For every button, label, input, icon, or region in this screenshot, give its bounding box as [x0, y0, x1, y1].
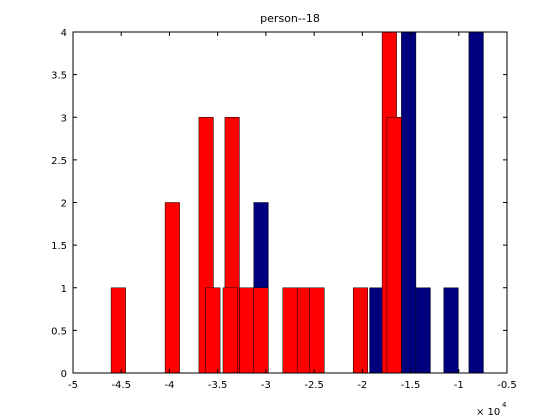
y-tick-label-0: 0 — [61, 369, 67, 380]
bar-series-1-13 — [386, 117, 402, 374]
bar-series-1-3 — [205, 287, 221, 374]
y-tick-label-8: 4 — [61, 28, 67, 39]
ticks-layer: -5 -4.5 -4 -3.5 -3 -2.5 -2 -1.5 -1 -0.5 0 0.5 1 1.5 2 2… — [51, 28, 517, 391]
x-tick-label-7: -1.5 — [401, 380, 421, 391]
bar-series-1-11 — [352, 287, 368, 374]
bar-series-0-4 — [415, 287, 431, 374]
bar-series-1-0 — [110, 287, 126, 374]
y-tick-label-2: 1 — [61, 284, 67, 295]
x-tick-label-6: -2 — [357, 380, 367, 391]
bar-series-1-7 — [253, 287, 269, 374]
y-tick-label-6: 3 — [61, 113, 67, 124]
y-tick-label-4: 2 — [61, 199, 67, 210]
bar-series-1-8 — [282, 287, 298, 374]
y-tick-label-5: 2.5 — [51, 156, 67, 167]
bar-series-1-5 — [222, 287, 238, 374]
bar-series-1-9 — [296, 287, 312, 374]
bar-series-1-6 — [239, 287, 255, 374]
x-exponent-power: 4 — [502, 401, 507, 409]
y-tick-label-3: 1.5 — [51, 241, 67, 252]
bar-series-1-10 — [309, 287, 325, 374]
bars-layer — [110, 31, 484, 374]
x-exponent-label: × 10 — [476, 407, 500, 418]
bar-series-0-5 — [443, 287, 459, 374]
x-tick-label-8: -1 — [454, 380, 464, 391]
chart-title: person--18 — [260, 12, 320, 25]
y-tick-label-1: 0.5 — [51, 326, 67, 337]
bar-series-1-1 — [164, 202, 180, 374]
y-tick-label-7: 3.5 — [51, 71, 67, 82]
x-tick-label-0: -5 — [68, 380, 78, 391]
x-tick-label-3: -3.5 — [208, 380, 228, 391]
x-tick-label-2: -4 — [164, 380, 174, 391]
x-tick-label-1: -4.5 — [111, 380, 131, 391]
x-tick-label-5: -2.5 — [304, 380, 324, 391]
bar-series-0-6 — [468, 31, 484, 374]
bar-series-0-3 — [401, 31, 417, 374]
x-tick-label-4: -3 — [261, 380, 271, 391]
x-tick-label-9: -0.5 — [497, 380, 517, 391]
